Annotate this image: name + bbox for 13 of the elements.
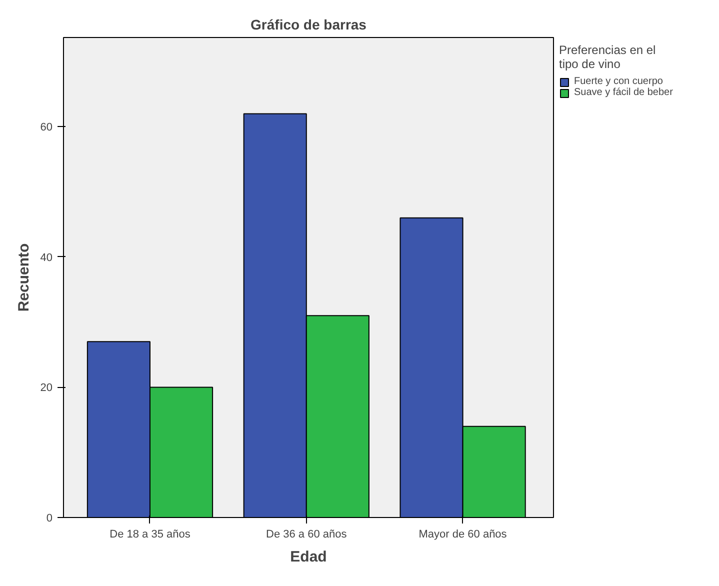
legend-title: Preferencias en el tipo de vino bbox=[559, 43, 657, 71]
legend-label: Fuerte y con cuerpo bbox=[574, 76, 663, 87]
x-tick-label: De 18 a 35 años bbox=[110, 528, 191, 540]
y-tick-label: 60 bbox=[40, 122, 53, 134]
x-axis-title: Edad bbox=[290, 548, 327, 566]
y-tick-label: 40 bbox=[40, 252, 53, 264]
x-tick-label: De 36 a 60 años bbox=[266, 528, 348, 540]
chart-title: Gráfico de barras bbox=[250, 16, 367, 32]
y-tick-label: 20 bbox=[40, 382, 53, 394]
legend-label: Suave y fácil de beber bbox=[574, 87, 673, 98]
y-tick-label: 0 bbox=[46, 512, 53, 524]
y-axis-title: Recuento bbox=[15, 243, 32, 312]
x-tick-label: Mayor de 60 años bbox=[418, 528, 508, 540]
